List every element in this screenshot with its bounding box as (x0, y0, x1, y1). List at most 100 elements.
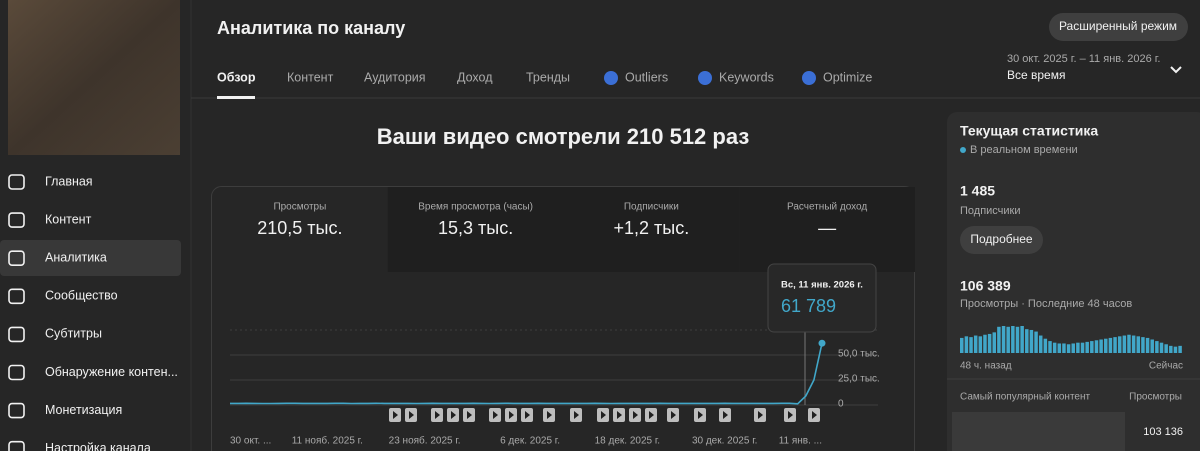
video-marker-icon (393, 411, 398, 419)
video-marker-icon (788, 411, 793, 419)
more-button[interactable]: Подробнее (970, 232, 1033, 246)
headline: Ваши видео смотрели 210 512 раз (377, 124, 750, 149)
bars-start-label: 48 ч. назад (960, 361, 1012, 372)
bars-end-label: Сейчас (1149, 361, 1183, 372)
metric-label[interactable]: Подписчики (624, 202, 679, 213)
active-nav-bg (0, 240, 181, 276)
nav-item[interactable]: Аналитика (45, 250, 107, 264)
subscribers-value: 1 485 (960, 183, 995, 199)
nav-icon[interactable] (8, 440, 25, 451)
realtime-bar (1001, 326, 1006, 353)
nav-item[interactable]: Контент (45, 212, 92, 226)
subscribers-label: Подписчики (960, 205, 1021, 217)
views-line (230, 343, 823, 405)
tab[interactable]: Аудитория (364, 70, 426, 84)
nav-icon[interactable] (8, 250, 25, 266)
tooltip (767, 263, 877, 333)
tab[interactable]: Доход (457, 70, 493, 84)
tooltip-value: 61 789 (781, 296, 836, 316)
channel-avatar (8, 0, 180, 155)
nav-item[interactable]: Обнаружение контен... (45, 365, 178, 379)
page-title: Аналитика по каналу (217, 18, 405, 38)
metric-tile-bg[interactable] (563, 187, 740, 272)
date-range: 30 окт. 2025 г. – 11 янв. 2026 г. (1007, 53, 1160, 65)
nav-item[interactable]: Главная (45, 174, 93, 188)
nav-icon[interactable] (8, 364, 25, 381)
metric-value[interactable]: 15,3 тыс. (438, 218, 513, 238)
advanced-button-bg[interactable] (1049, 13, 1188, 41)
tab-icon[interactable] (604, 71, 618, 85)
realtime-bar (1122, 335, 1127, 353)
realtime-bar (964, 336, 969, 353)
nav-icon[interactable] (8, 326, 25, 343)
realtime-bars (960, 326, 1182, 353)
video-marker-icon (671, 411, 676, 419)
period[interactable]: Все время (1007, 68, 1065, 82)
realtime-bar (1164, 344, 1168, 353)
realtime-bar (992, 332, 997, 353)
realtime-bar (1141, 337, 1145, 353)
nav-icon[interactable] (8, 174, 25, 190)
nav-item[interactable]: Настройка канала (45, 441, 151, 451)
realtime-panel (947, 112, 1200, 451)
tab[interactable]: Контент (287, 70, 334, 84)
video-marker-icon (435, 411, 440, 419)
x-tick-label: 11 янв. ... (779, 436, 822, 447)
metric-tile-bg[interactable] (387, 187, 564, 272)
realtime-bar (1020, 326, 1024, 353)
top-content-label: Самый популярный контент (960, 392, 1091, 403)
top-content-thumbnail[interactable] (952, 412, 1125, 451)
advanced-button[interactable]: Расширенный режим (1059, 19, 1177, 33)
period-chevron[interactable] (1170, 66, 1182, 74)
x-tick-label: 6 дек. 2025 г. (500, 436, 560, 447)
metric-label[interactable]: Просмотры (273, 202, 326, 213)
tab[interactable]: Optimize (823, 70, 872, 84)
realtime-bar (1015, 326, 1020, 353)
metric-value[interactable]: +1,2 тыс. (614, 218, 690, 238)
video-marker-icon (723, 411, 728, 419)
realtime-bar (1113, 337, 1117, 353)
more-button-bg[interactable] (960, 226, 1043, 254)
metric-tile-bg[interactable] (739, 187, 915, 272)
realtime-title: Текущая статистика (960, 123, 1098, 139)
metric-label[interactable]: Время просмотра (часы) (418, 202, 533, 213)
realtime-bar (1099, 339, 1103, 353)
metric-label[interactable]: Расчетный доход (787, 202, 867, 213)
nav-item[interactable]: Сообщество (45, 289, 118, 303)
metric-value[interactable]: — (818, 218, 836, 238)
views-label: Просмотры · Последние 48 часов (960, 298, 1132, 310)
realtime-bar (1038, 335, 1043, 353)
realtime-bar (1085, 341, 1089, 353)
realtime-bar (1127, 334, 1131, 353)
nav-icon[interactable] (8, 212, 25, 228)
line-chart: 0 25,0 тыс. 50,0 тыс. 30 окт. ... 11 нояб. 2… (230, 263, 880, 447)
realtime-bar (973, 335, 978, 353)
x-tick-label: 18 дек. 2025 г. (595, 436, 660, 447)
nav-icon[interactable] (8, 288, 25, 305)
realtime-bar (1159, 342, 1164, 353)
tab[interactable]: Тренды (526, 70, 570, 84)
realtime-bar (1057, 343, 1062, 353)
views-value: 106 389 (960, 278, 1011, 294)
nav-item[interactable]: Монетизация (45, 403, 122, 417)
nav-item[interactable]: Субтитры (45, 327, 102, 341)
video-marker-icon (509, 411, 514, 419)
nav-icon[interactable] (8, 402, 25, 419)
realtime-bar (983, 334, 987, 353)
realtime-bar (1117, 336, 1122, 353)
tab[interactable]: Keywords (719, 70, 774, 84)
tab-icon[interactable] (698, 71, 712, 85)
realtime-bar (987, 333, 992, 353)
video-marker-icon (409, 411, 414, 419)
x-tick-label: 30 дек. 2025 г. (692, 436, 757, 447)
realtime-bar (1011, 326, 1015, 353)
metric-value[interactable]: 210,5 тыс. (257, 218, 342, 238)
video-marker-icon (633, 411, 638, 419)
realtime-bar (1090, 341, 1094, 353)
realtime-bar (1076, 342, 1080, 353)
tab-icon[interactable] (802, 71, 816, 85)
realtime-bar (1173, 346, 1178, 353)
video-marker-icon (547, 411, 552, 419)
tab[interactable]: Outliers (625, 70, 668, 84)
tab[interactable]: Обзор (217, 70, 256, 84)
